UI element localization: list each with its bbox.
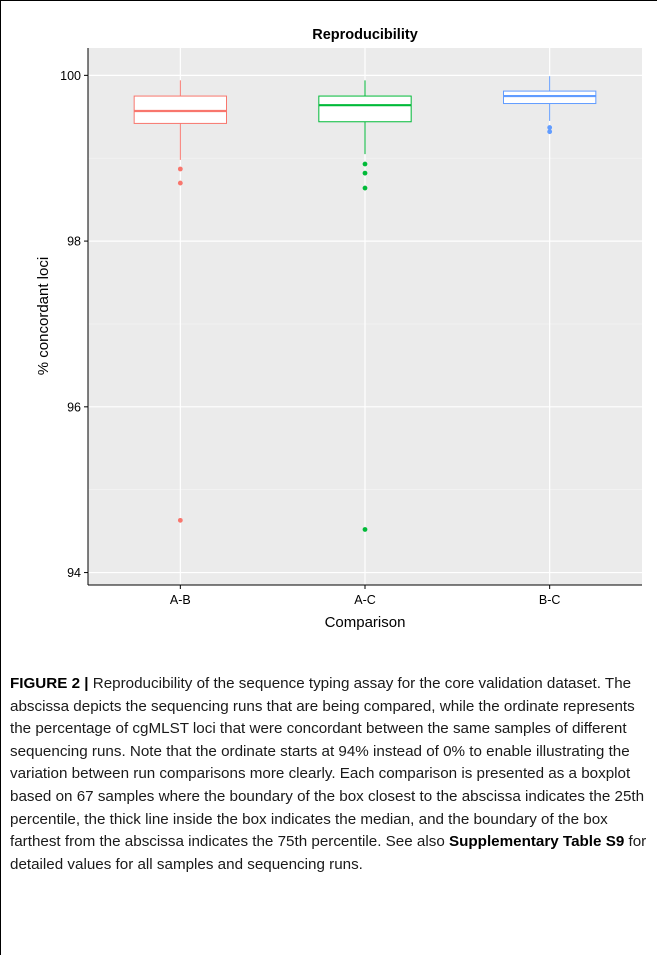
frame-top-border xyxy=(0,0,657,1)
grid-lines xyxy=(88,48,642,585)
y-tick-label: 100 xyxy=(60,69,81,83)
x-tick-label: A-C xyxy=(354,593,376,607)
caption-text-1: Reproducibility of the sequence typing a… xyxy=(10,675,645,851)
outlier-point xyxy=(547,129,553,135)
outlier-point xyxy=(547,125,553,130)
caption-label: FIGURE 2 | xyxy=(10,675,89,692)
x-tick-label: B-C xyxy=(539,593,561,607)
caption-text-2: for detailed values for all samples and … xyxy=(10,833,647,873)
outlier-point xyxy=(177,180,183,186)
box-b-c xyxy=(503,76,597,135)
frame-left-border xyxy=(0,0,1,955)
iqr-box xyxy=(503,90,597,105)
y-tick-label: 98 xyxy=(67,235,81,249)
boxplot-chart: 94 96 98 100 A-B A-C B-C Reproducibility Comp… xyxy=(35,27,642,631)
x-ticks: A-B A-C B-C xyxy=(170,585,561,607)
y-tick-label: 96 xyxy=(67,400,81,414)
box-a-b xyxy=(133,80,228,523)
y-axis-title: % concordant loci xyxy=(35,257,52,375)
y-ticks: 94 96 98 100 xyxy=(60,69,88,580)
outlier-point xyxy=(177,517,183,523)
x-tick-label: A-B xyxy=(170,593,191,607)
outlier-point xyxy=(362,185,368,191)
x-axis-title: Comparison xyxy=(325,614,406,631)
figure-caption: FIGURE 2 | Reproducibility of the sequen… xyxy=(10,673,650,876)
iqr-box xyxy=(133,95,228,124)
box-a-c xyxy=(318,80,412,532)
outlier-point xyxy=(362,161,368,167)
outlier-point xyxy=(177,166,183,172)
outlier-point xyxy=(362,170,368,176)
chart-title: Reproducibility xyxy=(312,27,418,43)
caption-table-ref: Supplementary Table S9 xyxy=(449,833,625,851)
outlier-point xyxy=(362,527,368,532)
y-tick-label: 94 xyxy=(67,566,81,580)
iqr-box xyxy=(318,95,412,123)
boxes-layer xyxy=(133,76,597,532)
